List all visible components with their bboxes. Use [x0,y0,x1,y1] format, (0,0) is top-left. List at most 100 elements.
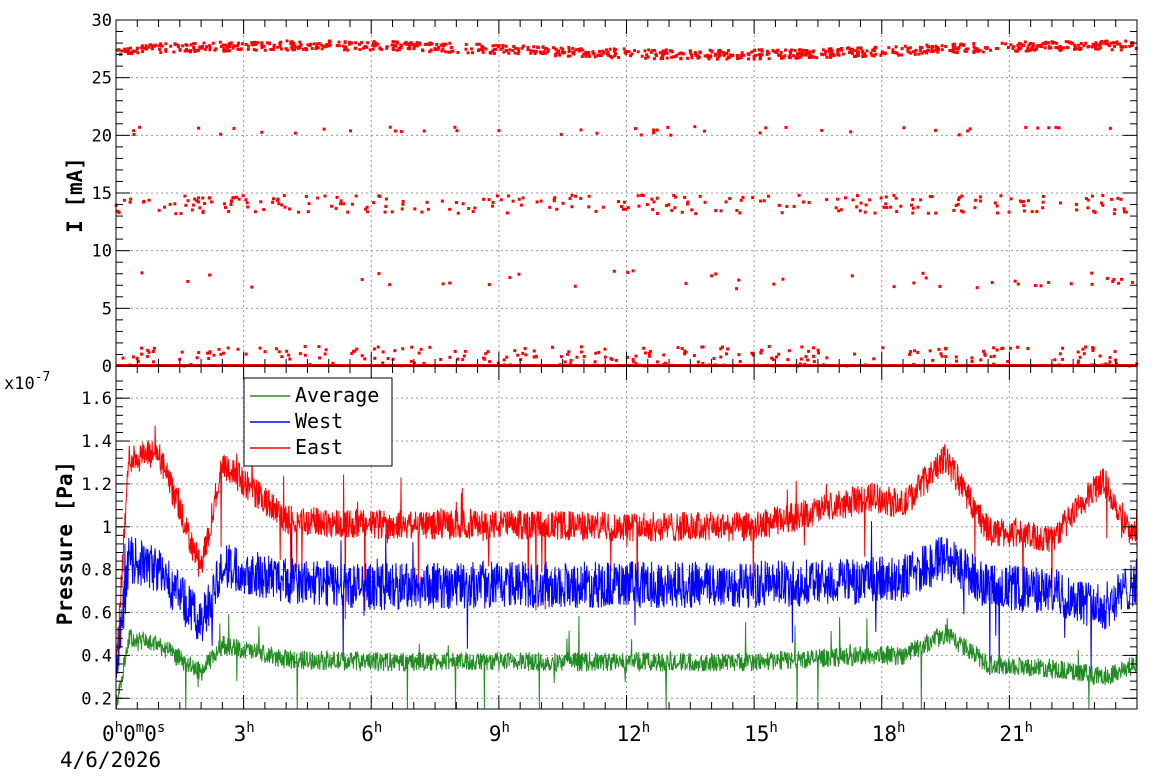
current-point [786,358,790,362]
current-point [777,53,781,57]
current-point [1061,357,1065,361]
pressure-multiplier-exponent: -7 [35,370,51,385]
current-point [365,210,369,214]
current-point [1026,199,1030,203]
current-point [298,40,302,44]
current-point [145,47,149,51]
current-point [364,207,368,211]
current-point [726,49,730,53]
current-point [222,202,226,206]
current-point [208,45,212,49]
current-point [655,212,659,216]
current-point [426,207,430,211]
current-point [532,49,536,53]
current-point [471,210,475,214]
current-point [926,48,930,52]
current-point [633,127,637,131]
current-point [423,42,427,46]
current-point [123,47,127,51]
current-point [859,47,863,51]
current-point [684,281,688,285]
y-tick-label-pressure: 1.6 [81,389,112,409]
current-point [497,44,501,48]
pressure-plot-frame [115,365,1138,710]
current-point [579,345,583,349]
current-point [651,208,655,212]
current-point [1104,362,1108,366]
current-point [222,47,226,51]
current-point [570,193,574,197]
current-point [852,54,856,58]
current-axis-title: I [mA] [63,157,87,233]
current-point [851,198,855,202]
current-point [954,204,958,208]
current-point [989,355,993,359]
current-point [642,346,646,350]
current-point [1024,125,1028,129]
current-point [296,45,300,49]
current-point [1064,40,1068,44]
current-point [644,56,648,60]
current-point [546,48,550,52]
current-point [1112,278,1116,282]
current-point [385,45,389,49]
current-point [639,133,643,137]
current-point [271,200,275,204]
current-point [285,349,289,353]
current-point [378,46,382,50]
current-point [346,210,350,214]
current-point [405,42,409,46]
current-point [837,209,841,213]
current-point [269,47,273,51]
current-point [343,48,347,52]
current-point [1115,40,1119,44]
current-point [937,47,941,51]
current-point [569,358,573,362]
current-point [355,347,359,351]
current-point [1009,43,1013,47]
current-point [596,53,600,57]
current-point [807,52,811,56]
current-point [718,48,722,52]
current-point [1099,46,1103,50]
current-point [609,54,613,58]
current-point [1043,46,1047,50]
current-point [147,45,151,49]
current-point [807,349,811,353]
current-point [227,42,231,46]
current-point [210,200,214,204]
current-point [322,127,326,131]
current-point [764,126,768,130]
chart-labels: 0 5 10 15 20 25 30 0.2 0.4 0.6 0.8 1 1.2 1.4 1.6 0h0m0s… [81,11,1033,746]
current-point [461,202,465,206]
current-point [516,353,520,357]
current-point [698,194,702,198]
current-point [1106,42,1110,46]
current-point [360,354,364,358]
current-point [1084,197,1088,201]
current-point [1000,41,1004,45]
current-point [480,47,484,51]
current-point [836,49,840,53]
current-point [853,352,857,356]
current-point [461,358,465,362]
current-point [738,211,742,215]
current-point [830,49,834,53]
current-point [154,43,158,47]
current-point [800,345,804,349]
current-point [622,47,626,51]
current-point [393,349,397,353]
current-point [535,200,539,204]
current-point [551,345,555,349]
current-point [785,204,789,208]
current-point [129,50,133,54]
current-point [1046,41,1050,45]
current-point [793,49,797,53]
current-point [582,52,586,56]
current-point [507,194,511,198]
current-point [323,352,327,356]
current-point [244,352,248,356]
current-point [152,360,156,364]
current-point [325,43,329,47]
current-point [239,47,243,51]
